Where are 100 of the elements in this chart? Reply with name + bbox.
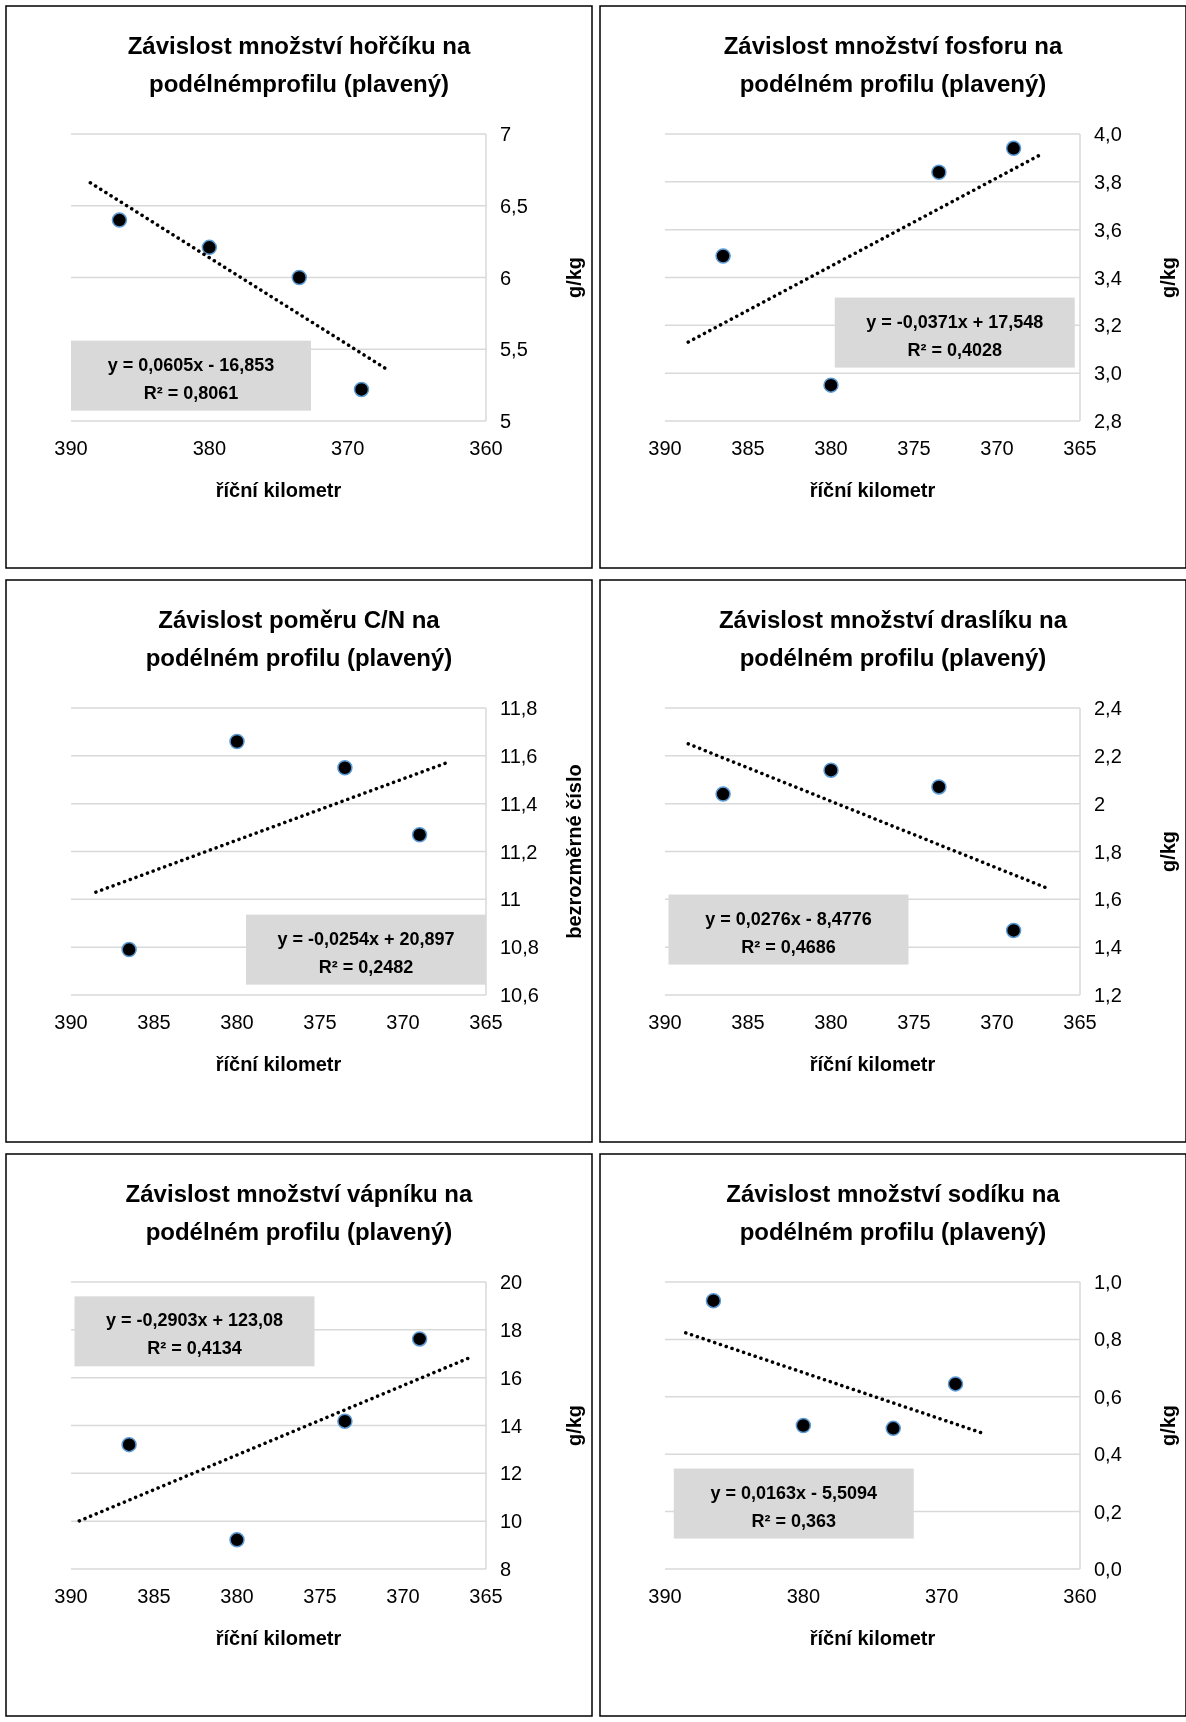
- equation-box: y = -0,0254x + 20,897 R² = 0,2482: [246, 914, 486, 985]
- y-tick-label: 11: [500, 888, 521, 911]
- x-tick-label: 370: [330, 437, 365, 459]
- annotation: R² = 0,4028: [907, 339, 1003, 360]
- x-axis-title: říční kilometr: [809, 1627, 936, 1649]
- x-tick-label: 375: [897, 1011, 931, 1033]
- x-tick-label: 370: [386, 1011, 420, 1033]
- equation-box: y = -0,0371x + 17,548 R² = 0,4028: [834, 297, 1075, 368]
- x-tick-label: 390: [54, 1585, 88, 1607]
- y-tick-label: 2,2: [1094, 744, 1122, 767]
- x-tick-label: 385: [137, 1585, 171, 1607]
- point: [1005, 140, 1022, 157]
- y-axis-title: g/kg: [1157, 1404, 1179, 1447]
- y-tick-label: 0,6: [1094, 1385, 1122, 1408]
- y-tick-label: 11,2: [500, 840, 538, 863]
- x-tick-label: 390: [648, 1011, 682, 1033]
- point: [705, 1292, 722, 1309]
- point: [229, 733, 245, 750]
- x-tick-label: 390: [54, 437, 88, 459]
- y-tick-label: 11,8: [500, 697, 538, 719]
- y-tick-label: 3,0: [1094, 362, 1122, 385]
- chart-title: Závislost množství fosforu na podélném profilu (plavený): [723, 32, 1064, 97]
- point: [337, 1413, 353, 1429]
- y-tick-label: 8: [500, 1558, 512, 1580]
- equation-box: y = 0,0276x - 8,4776 R² = 0,4686: [668, 894, 909, 965]
- x-tick-label: 385: [137, 1011, 171, 1033]
- y-tick-label: 18: [500, 1318, 523, 1341]
- point: [201, 239, 218, 256]
- x-tick-label: 375: [303, 1585, 337, 1607]
- point: [411, 827, 428, 843]
- y-tick-label: 2: [1094, 792, 1106, 815]
- chart-title: Závislost množství hořčíku na podélnémprofilu (plavený): [127, 32, 472, 97]
- chart-title: Závislost množství sodíku na podélném profilu (plavený): [726, 1180, 1061, 1245]
- x-tick-label: 380: [814, 437, 848, 459]
- y-tick-label: 12: [500, 1462, 523, 1485]
- x-tick-label: 390: [54, 1011, 88, 1033]
- x-tick-label: 375: [897, 437, 931, 459]
- chart-title: Závislost poměru C/N na podélném profilu (plavený): [145, 606, 453, 671]
- annotation: R² = 0,2482: [318, 956, 414, 977]
- y-tick-label: 1,2: [1094, 984, 1122, 1006]
- y-tick-label: 5,5: [500, 338, 528, 361]
- x-tick-label: 360: [469, 437, 503, 459]
- x-tick-label: 380: [220, 1585, 254, 1607]
- point: [715, 786, 731, 802]
- x-tick-label: 370: [924, 1585, 959, 1607]
- x-tick-label: 385: [731, 1011, 765, 1033]
- point: [1005, 922, 1022, 939]
- y-tick-label: 14: [500, 1414, 523, 1437]
- x-tick-label: 390: [648, 437, 682, 459]
- point: [885, 1420, 901, 1437]
- x-tick-label: 385: [731, 437, 765, 459]
- x-tick-label: 365: [1063, 1011, 1097, 1033]
- point: [229, 1532, 245, 1548]
- y-tick-label: 1,8: [1094, 840, 1122, 863]
- x-axis-title: říční kilometr: [809, 1053, 936, 1075]
- y-tick-label: 3,4: [1094, 266, 1122, 289]
- x-tick-label: 380: [814, 1011, 848, 1033]
- y-axis-title: g/kg: [1157, 256, 1179, 299]
- x-axis-title: říční kilometr: [215, 1053, 342, 1075]
- x-tick-label: 370: [386, 1585, 420, 1607]
- y-tick-label: 3,2: [1094, 314, 1122, 337]
- x-tick-label: 380: [192, 437, 227, 459]
- annotation: y = 0,0276x - 8,4776: [705, 908, 872, 929]
- point: [795, 1417, 812, 1434]
- y-tick-label: 10,8: [500, 936, 539, 959]
- x-tick-label: 365: [1063, 437, 1097, 459]
- annotation: y = -0,2903x + 123,08: [105, 1310, 284, 1331]
- x-axis-title: říční kilometr: [215, 1627, 342, 1649]
- x-tick-label: 360: [1063, 1585, 1097, 1607]
- equation-box: y = 0,0605x - 16,853 R² = 0,8061: [71, 340, 311, 411]
- point: [121, 1436, 137, 1453]
- x-axis-title: říční kilometr: [215, 479, 342, 501]
- y-tick-label: 5: [500, 410, 512, 432]
- annotation: R² = 0,8061: [143, 382, 239, 403]
- annotation: R² = 0,4134: [147, 1338, 242, 1359]
- point: [931, 779, 947, 795]
- y-tick-label: 1,4: [1094, 936, 1122, 959]
- annotation: R² = 0,4686: [741, 936, 836, 957]
- x-tick-label: 380: [786, 1585, 821, 1607]
- y-tick-label: 1,6: [1094, 888, 1122, 911]
- equation-box: y = 0,0163x - 5,5094 R² = 0,363: [673, 1468, 914, 1539]
- chart-title: Závislost množství draslíku na podélném profilu (plavený): [718, 606, 1068, 671]
- point: [291, 269, 307, 286]
- y-tick-label: 11,4: [500, 792, 538, 815]
- y-tick-label: 3,8: [1094, 170, 1122, 193]
- y-tick-label: 6: [500, 266, 512, 289]
- annotation: y = -0,0371x + 17,548: [866, 311, 1044, 332]
- y-axis-title: bezrozměrné číslo: [563, 764, 585, 939]
- point: [353, 381, 370, 398]
- y-tick-label: 3,6: [1094, 218, 1122, 241]
- y-tick-label: 2,8: [1094, 410, 1122, 432]
- y-tick-label: 0,8: [1094, 1328, 1122, 1351]
- x-tick-label: 375: [303, 1011, 337, 1033]
- y-tick-label: 1,0: [1094, 1271, 1122, 1293]
- y-tick-label: 10: [500, 1510, 523, 1533]
- x-tick-label: 370: [980, 1011, 1014, 1033]
- y-tick-label: 6,5: [500, 194, 528, 217]
- x-tick-label: 370: [980, 437, 1014, 459]
- annotation: y = 0,0605x - 16,853: [107, 354, 275, 375]
- y-axis-title: g/kg: [563, 256, 585, 299]
